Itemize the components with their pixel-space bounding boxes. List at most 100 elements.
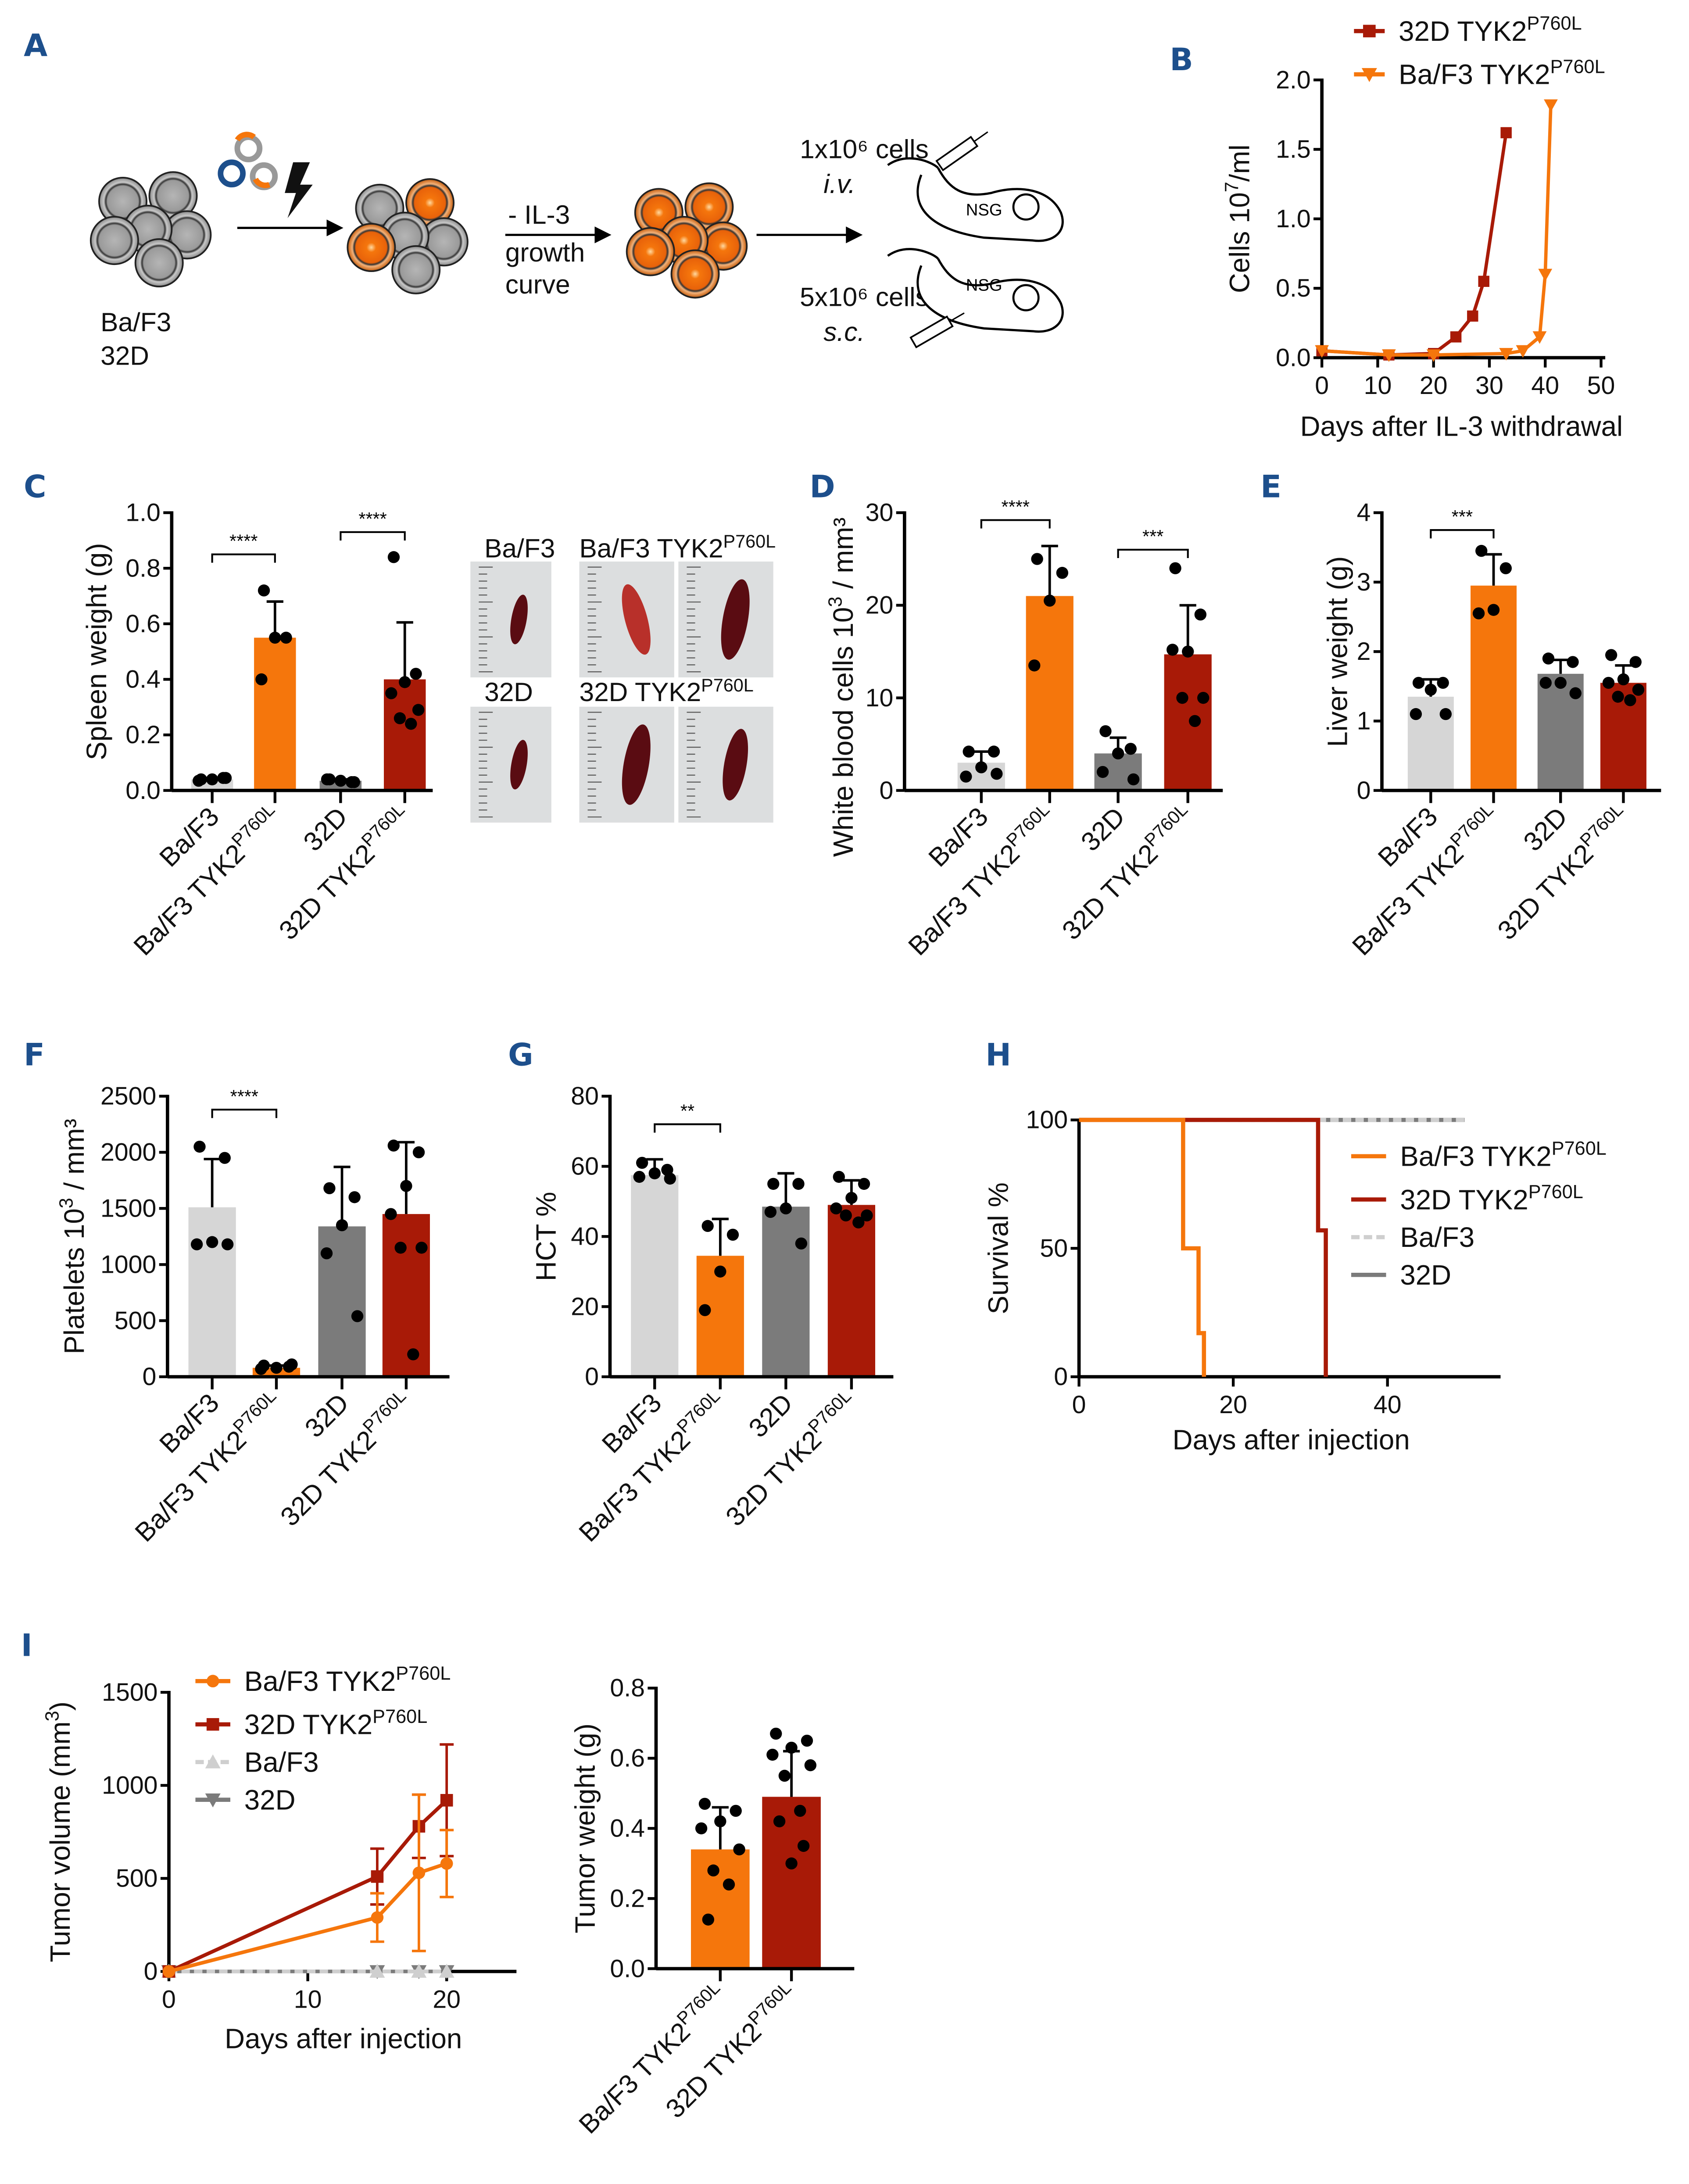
y-tick-label: 2 xyxy=(1357,637,1371,666)
data-point xyxy=(1542,652,1555,665)
circle-marker xyxy=(412,1866,426,1880)
y-axis-title: Platelets 103 / mm³ xyxy=(56,1119,89,1354)
panel-label-i: I xyxy=(21,1627,32,1663)
bar xyxy=(254,637,296,791)
data-point xyxy=(1096,766,1109,778)
significance-bracket xyxy=(340,531,406,541)
data-point xyxy=(1437,677,1449,689)
y-tick-label: 0.6 xyxy=(610,1744,645,1772)
data-point xyxy=(258,584,270,597)
y-tick-label: 50 xyxy=(1040,1234,1068,1262)
data-point xyxy=(269,631,281,644)
legend-label: 32D TYK2P760L xyxy=(1400,1182,1583,1215)
y-tick-label: 0 xyxy=(144,1958,158,1986)
orange-cell xyxy=(670,249,720,299)
data-point xyxy=(221,1238,234,1250)
data-point xyxy=(714,1815,726,1828)
significance-bracket xyxy=(654,1123,721,1133)
series-line xyxy=(1321,105,1553,357)
data-point xyxy=(1632,684,1645,696)
data-point xyxy=(1188,715,1201,727)
spleen-image xyxy=(622,584,651,655)
data-point xyxy=(399,676,411,688)
x-axis-title: Days after injection xyxy=(225,2023,462,2055)
data-point xyxy=(1112,747,1124,759)
data-point xyxy=(407,1348,419,1361)
data-point xyxy=(730,1804,742,1817)
il3-withdrawal-label: - IL-3 xyxy=(508,200,570,229)
parental-cells-cluster xyxy=(89,171,212,287)
data-point xyxy=(1056,567,1069,579)
significance-bracket xyxy=(980,519,1051,529)
data-point xyxy=(785,1741,798,1754)
y-tick-label: 0.8 xyxy=(125,554,161,582)
data-point xyxy=(695,1822,708,1835)
square-marker xyxy=(1467,310,1478,322)
data-point xyxy=(218,1152,231,1164)
data-point xyxy=(833,1171,845,1183)
y-tick-label: 0 xyxy=(585,1363,599,1391)
data-point xyxy=(415,1242,428,1254)
square-marker xyxy=(1478,276,1489,287)
legend-label: Ba/F3 TYK2P760L xyxy=(244,1663,451,1697)
legend-label: 32D xyxy=(1400,1260,1451,1291)
significance-label: *** xyxy=(1142,526,1163,547)
photo-label-bafc-tyk2: Ba/F3 TYK2P760L xyxy=(579,531,776,563)
y-tick-label: 4 xyxy=(1357,499,1371,527)
data-point xyxy=(1099,725,1112,738)
data-point xyxy=(852,1216,865,1229)
spleen-image xyxy=(622,724,651,805)
data-point xyxy=(1169,562,1181,574)
significance-bracket xyxy=(1430,529,1495,539)
data-point xyxy=(845,1192,858,1204)
data-point xyxy=(733,1843,745,1856)
triangle-down-marker xyxy=(1315,345,1329,358)
survival-curve xyxy=(1079,1117,1206,1377)
square-marker xyxy=(206,1718,219,1731)
data-point xyxy=(255,673,268,686)
y-tick-label: 0.4 xyxy=(610,1815,645,1843)
data-point xyxy=(348,1191,361,1203)
triangle-up-marker xyxy=(411,1964,427,1978)
x-tick-label: 20 xyxy=(1420,372,1448,400)
data-point xyxy=(412,704,425,716)
x-tick-label: 0 xyxy=(1315,372,1329,400)
spleen-photos: Ba/F3 Ba/F3 TYK2P760L 32D 32D TYK2P760L xyxy=(470,531,776,823)
y-axis-title: Survival % xyxy=(983,1182,1014,1314)
y-axis-title: Cells 107/ml xyxy=(1221,144,1255,293)
data-point xyxy=(280,631,292,644)
y-tick-label: 0.6 xyxy=(125,610,161,638)
photo-label-bafc: Ba/F3 xyxy=(484,533,555,563)
y-tick-label: 2.0 xyxy=(1276,66,1311,94)
y-tick-label: 0.2 xyxy=(125,721,161,749)
chart-B: 0.0 0.5 1.0 1.5 2.0 0 10 20 30 40 50 Days after IL-… xyxy=(1221,13,1623,442)
y-tick-label: 0.8 xyxy=(610,1674,645,1702)
y-tick-label: 1.0 xyxy=(125,499,161,527)
data-point xyxy=(1194,609,1207,621)
data-point xyxy=(960,770,972,783)
triangle-down-marker xyxy=(205,1793,221,1808)
significance-label: ** xyxy=(680,1101,694,1121)
data-point xyxy=(410,668,422,680)
data-point xyxy=(387,1139,400,1152)
orange-cell xyxy=(626,227,675,276)
bar xyxy=(1164,654,1212,791)
y-tick-label: 0 xyxy=(880,777,894,805)
data-point xyxy=(400,1180,412,1192)
x-tick-label: 50 xyxy=(1587,372,1615,400)
data-point xyxy=(193,1140,206,1153)
data-point xyxy=(698,1797,711,1810)
data-point xyxy=(1182,645,1194,658)
curve-label: curve xyxy=(505,269,570,299)
chart-H: 0 50 100 0 20 40 Days after injection Survival … xyxy=(983,1106,1607,1456)
data-point xyxy=(387,551,400,563)
mouse-iv-icon: NSG xyxy=(887,131,1064,242)
data-point xyxy=(1127,773,1140,786)
triangle-up-marker xyxy=(439,1964,454,1978)
data-point xyxy=(699,1304,711,1316)
y-tick-label: 500 xyxy=(115,1307,157,1335)
data-point xyxy=(804,1759,817,1772)
x-tick-label: 32D xyxy=(297,801,353,856)
data-point xyxy=(702,1913,714,1926)
